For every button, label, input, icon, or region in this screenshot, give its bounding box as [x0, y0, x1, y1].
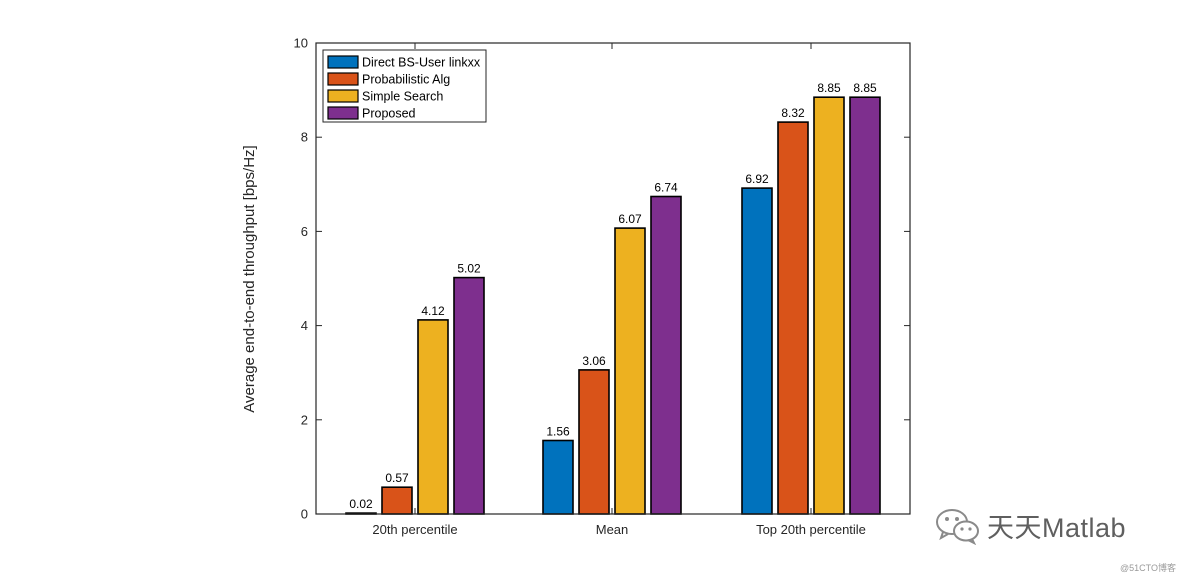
legend-label: Proposed [362, 107, 416, 121]
y-tick-label: 0 [301, 507, 308, 522]
x-tick-label: 20th percentile [372, 522, 457, 537]
data-label: 4.12 [421, 304, 445, 318]
legend-label: Probabilistic Alg [362, 73, 450, 87]
bars-layer [345, 96, 881, 515]
bar [813, 96, 845, 515]
data-label: 8.85 [853, 81, 877, 95]
y-tick-label: 2 [301, 412, 308, 427]
data-label: 3.06 [582, 354, 606, 368]
data-label: 6.07 [618, 212, 642, 226]
bar [542, 439, 574, 515]
watermark-text: 天天Matlab [987, 513, 1127, 543]
data-label: 5.02 [457, 262, 481, 276]
data-label: 0.02 [349, 497, 373, 511]
legend-swatch [327, 89, 359, 103]
y-tick-label: 4 [301, 318, 308, 333]
bar [741, 187, 773, 515]
data-label: 8.85 [817, 81, 841, 95]
axes-layer: 0 2 4 6 8 10 20th percentile Mean Top 20th perce… [294, 36, 911, 537]
bar [650, 195, 682, 515]
legend: Direct BS-User linkxx Probabilistic Alg Si… [322, 49, 487, 123]
bar [417, 319, 449, 515]
bar [614, 227, 646, 515]
bar [578, 369, 610, 515]
y-tick-label: 8 [301, 130, 308, 145]
watermark: 天天Matlab [935, 506, 1126, 545]
x-tick-label: Top 20th percentile [756, 522, 866, 537]
legend-label: Direct BS-User linkxx [362, 56, 481, 70]
data-label: 6.92 [745, 172, 769, 186]
y-axis-title: Average end-to-end throughput [bps/Hz] [241, 145, 258, 412]
data-label: 1.56 [546, 425, 570, 439]
y-tick-label: 10 [294, 36, 308, 51]
y-tick-label: 6 [301, 224, 308, 239]
bar [777, 121, 809, 515]
x-tick-label: Mean [596, 522, 629, 537]
data-labels-layer: 0.02 1.56 6.92 0.57 3.06 8.32 4.12 6.07 8.85 5.02… [349, 81, 877, 511]
legend-swatch [327, 72, 359, 86]
data-label: 8.32 [781, 106, 805, 120]
legend-swatch [327, 106, 359, 120]
bar [849, 96, 881, 515]
bar [381, 486, 413, 515]
plot-frame [315, 42, 911, 515]
data-label: 0.57 [385, 471, 409, 485]
bar [453, 276, 485, 515]
wechat-icon [936, 508, 979, 545]
legend-label: Simple Search [362, 90, 443, 104]
legend-swatch [327, 55, 359, 69]
watermark-subtext: @51CTO博客 [1120, 563, 1176, 573]
data-label: 6.74 [654, 181, 678, 195]
